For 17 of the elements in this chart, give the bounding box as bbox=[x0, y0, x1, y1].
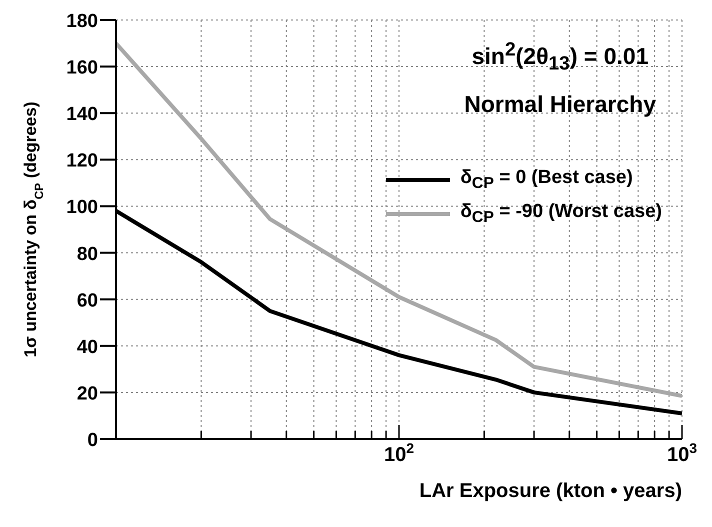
x-tick-label: 10$^{2}$ bbox=[384, 440, 414, 466]
annotation: Normal Hierarchy bbox=[464, 91, 656, 118]
x-axis-title: LAr Exposure (kton • years) bbox=[419, 480, 682, 502]
annotation: sin$^{2}$(2θ$_{13}$) = 0.01 bbox=[472, 39, 648, 74]
y-tick-label: 140 bbox=[66, 104, 98, 126]
y-tick-label: 160 bbox=[66, 58, 98, 79]
y-tick-label: 180 bbox=[66, 11, 98, 32]
y-tick-label: 20 bbox=[76, 383, 98, 404]
y-tick-label: 60 bbox=[76, 290, 98, 312]
legend-label: δ$_{CP}$ = 0 (Best case) bbox=[460, 167, 633, 193]
x-tick-label: 10$^{3}$ bbox=[666, 440, 698, 466]
y-tick-label: 100 bbox=[66, 197, 98, 218]
y-tick-label: 120 bbox=[66, 150, 98, 172]
y-tick-label: 80 bbox=[76, 244, 98, 265]
legend-label: δ$_{CP}$ = -90 (Worst case) bbox=[460, 201, 662, 227]
y-tick-label: 40 bbox=[76, 336, 98, 358]
y-tick-label: 0 bbox=[87, 430, 98, 451]
